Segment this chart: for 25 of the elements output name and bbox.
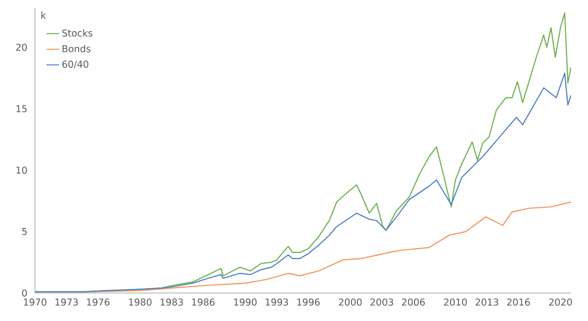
y-tick-label: 0 [22, 289, 27, 297]
x-tick-label: 2020 [549, 298, 572, 306]
y-tick-label: 15 [16, 105, 27, 112]
x-tick-label: 2013 [476, 298, 498, 306]
x-tick-label: 2016 [507, 298, 530, 306]
legend-label: 60/40 [62, 60, 88, 68]
y-tick-label: 5 [22, 228, 27, 236]
x-tick-label: 1986 [192, 298, 215, 306]
legend-label: Stocks [62, 29, 92, 37]
x-tick-label: 1990 [234, 298, 257, 306]
x-tick-label: 1996 [297, 298, 320, 306]
y-axis-title: k [41, 12, 46, 19]
x-tick-label: 1980 [129, 298, 152, 306]
x-tick-label: 1976 [87, 298, 110, 306]
x-tick-label: 2006 [402, 298, 425, 306]
x-tick-label: 1973 [56, 298, 78, 306]
x-tick-label: 2000 [338, 298, 362, 306]
x-tick-label: 2010 [444, 298, 467, 306]
x-tick-label: 1983 [160, 298, 183, 306]
y-tick-label: 10 [16, 166, 27, 174]
y-tick-label: 20 [16, 44, 27, 51]
x-tick-label: 2003 [370, 298, 394, 306]
x-tick-label: 1970 [24, 298, 46, 306]
legend-label: Bonds [62, 44, 90, 52]
x-tick-label: 1993 [266, 298, 288, 306]
